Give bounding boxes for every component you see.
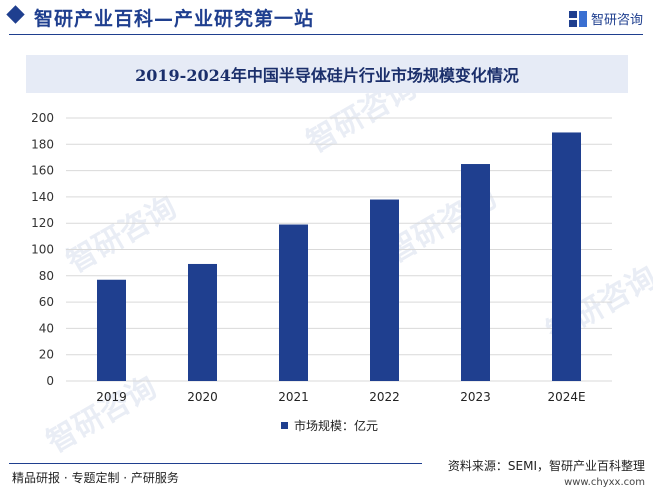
footer-services: 精品研报 · 专题定制 · 产研服务 — [12, 471, 179, 485]
page-header: 智研产业百科—产业研究第一站 智研咨询 — [0, 0, 653, 34]
footer-source-block: 资料来源：SEMI，智研产业百科整理 www.chyxx.com — [448, 457, 645, 488]
y-tick-label: 20 — [39, 348, 54, 362]
data-source: 资料来源：SEMI，智研产业百科整理 — [447, 459, 645, 473]
y-tick-label: 200 — [31, 111, 54, 125]
y-tick-label: 180 — [31, 137, 54, 151]
y-tick-label: 0 — [46, 374, 54, 388]
brand: 智研咨询 — [568, 9, 643, 28]
y-tick-label: 40 — [39, 321, 54, 335]
chart-title-band: 2019-2024年中国半导体硅片行业市场规模变化情况 — [26, 55, 628, 93]
zhiyan-logo-icon — [568, 10, 587, 27]
site-title: 智研产业百科—产业研究第一站 — [34, 8, 315, 30]
chart-title: 2019-2024年中国半导体硅片行业市场规模变化情况 — [135, 66, 519, 85]
bar — [370, 199, 399, 381]
bar — [279, 224, 308, 381]
bar — [188, 263, 217, 381]
y-tick-label: 140 — [31, 190, 54, 204]
brand-name: 智研咨询 — [590, 13, 643, 28]
x-tick-label: 2024E — [547, 390, 585, 404]
legend-swatch — [281, 422, 288, 429]
y-tick-label: 160 — [31, 164, 54, 178]
x-tick-label: 2019 — [96, 390, 127, 404]
x-tick-label: 2021 — [278, 390, 309, 404]
y-tick-label: 100 — [31, 243, 54, 257]
legend-label: 市场规模：亿元 — [294, 419, 379, 433]
bar — [461, 164, 490, 381]
bar — [552, 132, 581, 381]
footer-divider — [9, 463, 422, 464]
bar — [97, 279, 126, 381]
y-tick-label: 80 — [39, 269, 54, 283]
website-url: www.chyxx.com — [564, 477, 645, 488]
header-divider — [9, 34, 643, 35]
x-tick-label: 2023 — [460, 390, 491, 404]
y-tick-label: 120 — [31, 216, 54, 230]
x-tick-label: 2022 — [369, 390, 400, 404]
x-tick-label: 2020 — [187, 390, 218, 404]
y-tick-label: 60 — [39, 295, 54, 309]
chart-legend: 市场规模：亿元 — [281, 417, 378, 434]
